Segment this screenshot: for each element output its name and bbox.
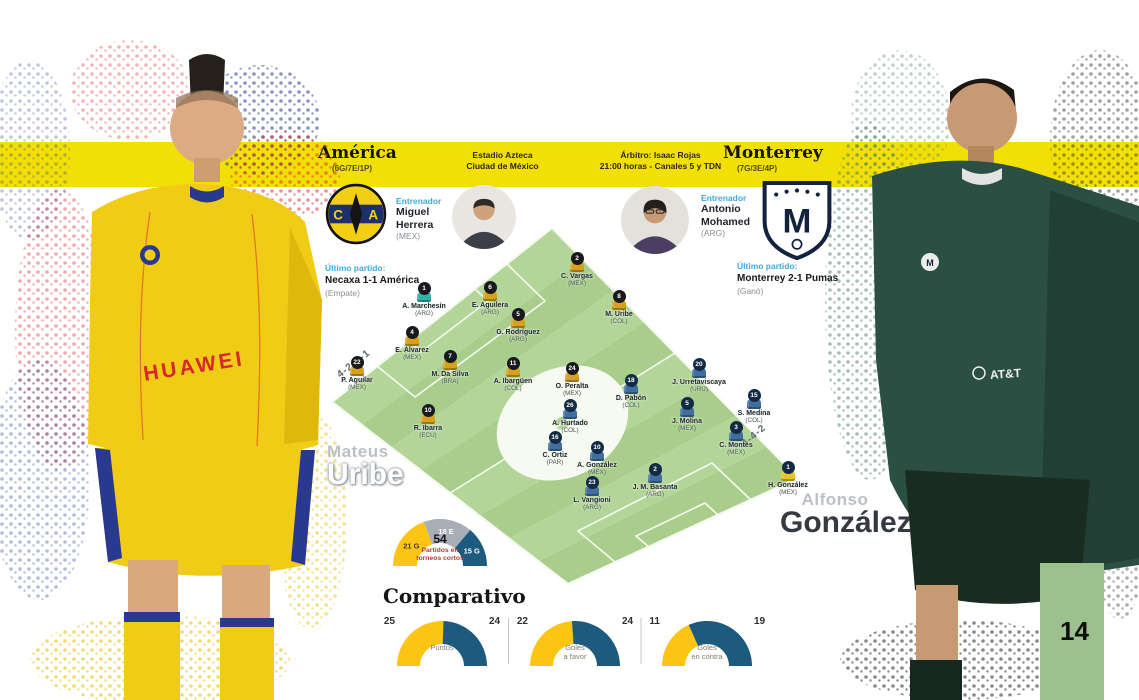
mohawk bbox=[189, 54, 225, 130]
svg-text:15 G: 15 G bbox=[464, 547, 480, 556]
away-coach-photo bbox=[621, 186, 689, 254]
svg-text:Goles: Goles bbox=[565, 643, 585, 652]
home-formation-label: 4-2-3-1 bbox=[335, 348, 373, 381]
svg-text:21 G: 21 G bbox=[403, 541, 419, 550]
player-marker-home: 4 E. Álvarez (MEX) bbox=[383, 326, 441, 362]
away-last-match-label: Último partido: bbox=[737, 261, 798, 271]
away-team-record: (7G/3E/4P) bbox=[737, 163, 778, 173]
time-tv-line: 21:00 horas - Canales 5 y TDN bbox=[599, 161, 722, 172]
player-marker-home: 8 M. Uribe (COL) bbox=[590, 290, 648, 326]
home-team-block: América (6G/7E/1P) bbox=[318, 143, 397, 173]
away-last-match-result: Monterrey 2-1 Pumas bbox=[737, 273, 839, 285]
svg-text:Puntos: Puntos bbox=[430, 643, 454, 652]
home-last-match: Último partido: Necaxa 1-1 América (Empa… bbox=[325, 263, 419, 299]
away-last-match: Último partido: Monterrey 2-1 Pumas (Gan… bbox=[737, 261, 838, 297]
away-team-block: Monterrey (7G/3E/4P) bbox=[723, 143, 823, 173]
svg-text:22: 22 bbox=[517, 616, 529, 627]
match-banner: América (6G/7E/1P) Estadio Azteca Ciudad… bbox=[0, 142, 1139, 187]
home-featured-player: Mateus Uribe bbox=[327, 443, 404, 490]
svg-text:M: M bbox=[783, 203, 812, 241]
away-featured-player: Alfonso González bbox=[780, 490, 912, 539]
venue-block: Estadio Azteca Ciudad de México bbox=[440, 150, 565, 172]
svg-text:a favor: a favor bbox=[564, 652, 587, 661]
match-info-block: Árbitro: Isaac Rojas 21:00 horas - Canal… bbox=[578, 150, 743, 172]
player-marker-away: 20 J. Urretaviscaya (URU) bbox=[670, 358, 728, 394]
player-marker-home: 24 O. Peralta (MEX) bbox=[543, 362, 601, 398]
svg-text:25: 25 bbox=[384, 616, 396, 627]
svg-text:Goles: Goles bbox=[697, 643, 717, 652]
svg-text:torneos cortos: torneos cortos bbox=[416, 555, 464, 562]
home-featured-last: Uribe bbox=[327, 458, 404, 491]
svg-text:18 E: 18 E bbox=[438, 527, 453, 536]
player-marker-home: 10 R. Ibarra (ECU) bbox=[399, 404, 457, 440]
player-marker-away: 18 D. Pabón (COL) bbox=[602, 374, 660, 410]
home-last-match-label: Último partido: bbox=[325, 263, 386, 273]
home-jersey-sponsor: HUAWEI bbox=[142, 347, 246, 386]
svg-text:24: 24 bbox=[622, 616, 634, 627]
player-marker-away: 16 C. Ortiz (PAR) bbox=[526, 431, 584, 467]
player-marker-away: 5 J. Molina (MEX) bbox=[658, 397, 716, 433]
svg-text:54: 54 bbox=[433, 532, 447, 546]
away-last-match-outcome: (Ganó) bbox=[737, 285, 764, 296]
svg-text:Partidos en: Partidos en bbox=[421, 547, 458, 554]
svg-text:A: A bbox=[368, 208, 378, 223]
player-marker-home: 2 C. Vargas (MEX) bbox=[548, 252, 606, 288]
away-formation-label: 4-4-2 bbox=[740, 422, 769, 449]
monterrey-crest: M bbox=[762, 180, 832, 261]
player-marker-home: 7 M. Da Silva (BRA) bbox=[421, 350, 479, 386]
venue-city: Ciudad de México bbox=[466, 161, 539, 172]
player-marker-away: 26 A. Hurtado (COL) bbox=[541, 399, 599, 435]
away-featured-first: Alfonso bbox=[801, 490, 869, 509]
home-last-match-result: Necaxa 1-1 América bbox=[325, 275, 420, 287]
away-coach-label: Entrenador bbox=[701, 193, 747, 203]
player-marker-home: 22 P. Aguilar (MEX) bbox=[328, 356, 386, 392]
away-coach-first: Antonio bbox=[701, 203, 741, 216]
player-marker-home: 6 E. Aguilera (ARG) bbox=[461, 281, 519, 317]
home-coach-first: Miguel bbox=[396, 206, 430, 219]
svg-text:19: 19 bbox=[754, 616, 766, 627]
home-team-record: (6G/7E/1P) bbox=[332, 163, 373, 173]
player-marker-home: 11 A. Ibargüen (COL) bbox=[484, 357, 542, 393]
away-shorts-number: 14 bbox=[1060, 616, 1089, 646]
player-marker-away: 10 A. González (MEX) bbox=[568, 441, 626, 477]
player-marker-away: 15 S. Medina (COL) bbox=[725, 389, 783, 425]
player-marker-away: 23 L. Vangioni (ARG) bbox=[563, 476, 621, 512]
player-marker-away: 3 C. Montes (MEX) bbox=[707, 421, 765, 457]
away-jersey-sponsor: AT&T bbox=[989, 366, 1022, 382]
svg-text:C: C bbox=[333, 208, 343, 223]
left-player-photo: HUAWEI bbox=[0, 40, 347, 700]
svg-text:24: 24 bbox=[489, 616, 501, 627]
home-team-name: América bbox=[318, 143, 397, 163]
away-jersey bbox=[872, 160, 1139, 586]
away-team-name: Monterrey bbox=[723, 143, 823, 163]
home-last-match-outcome: (Empate) bbox=[325, 287, 360, 298]
away-coach-block: Entrenador Antonio Mohamed (ARG) bbox=[701, 193, 771, 239]
player-marker-home: 5 G. Rodríguez (ARG) bbox=[489, 308, 547, 344]
home-coach-photo bbox=[452, 185, 516, 249]
america-crest: C A bbox=[325, 183, 387, 245]
venue-name: Estadio Azteca bbox=[472, 150, 533, 160]
player-marker-away: 2 J. M. Basanta (ARG) bbox=[626, 463, 684, 499]
eagle-icon bbox=[349, 193, 363, 235]
away-coach-nat: (ARG) bbox=[701, 228, 726, 239]
away-featured-last: González bbox=[780, 506, 912, 539]
svg-text:M: M bbox=[926, 258, 934, 268]
comparativo-title: Comparativo bbox=[383, 584, 526, 608]
svg-text:en contra: en contra bbox=[691, 652, 723, 661]
hair bbox=[950, 78, 1016, 112]
home-coach-label: Entrenador bbox=[396, 196, 442, 206]
referee-line: Árbitro: Isaac Rojas bbox=[620, 150, 701, 160]
home-jersey bbox=[88, 183, 322, 463]
away-coach-last: Mohamed bbox=[701, 215, 751, 228]
svg-text:11: 11 bbox=[649, 616, 660, 627]
